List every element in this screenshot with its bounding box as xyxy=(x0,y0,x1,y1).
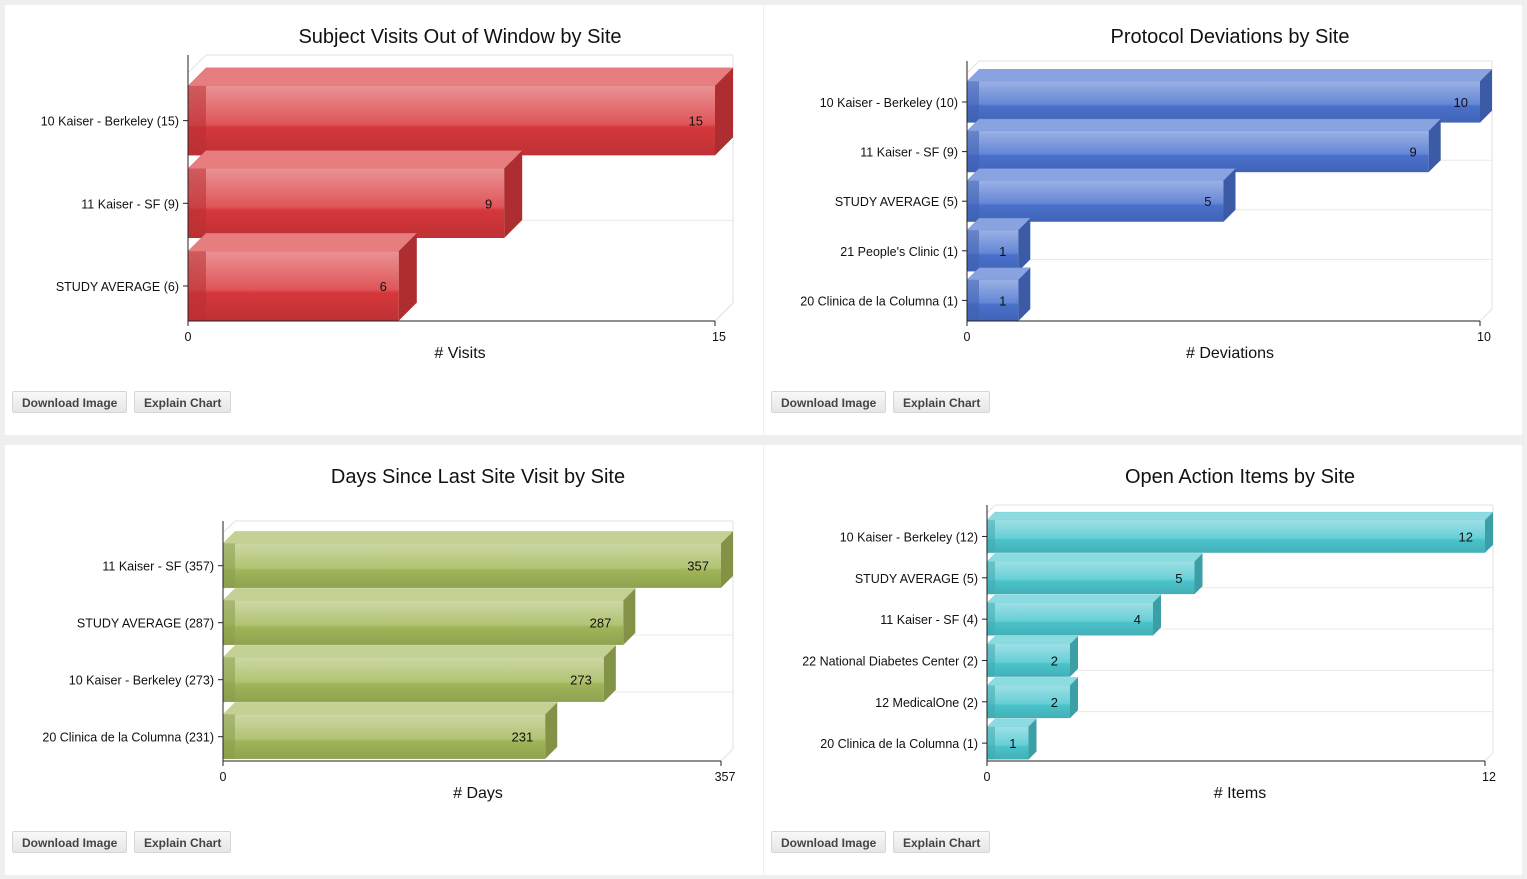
bar[interactable] xyxy=(222,588,636,645)
bar[interactable] xyxy=(222,531,734,588)
axes xyxy=(962,61,1481,326)
category-label: 20 Clinica de la Columna (1) xyxy=(820,737,978,751)
category-label: 12 MedicalOne (2) xyxy=(875,696,978,710)
x-axis-label: # Deviations xyxy=(1186,345,1274,362)
category-label: 10 Kaiser - Berkeley (15) xyxy=(41,115,179,129)
category-label: 20 Clinica de la Columna (231) xyxy=(42,731,214,745)
x-axis-label: # Visits xyxy=(434,345,485,362)
data-label: 231 xyxy=(512,730,534,745)
bar[interactable] xyxy=(966,69,1493,123)
category-label: STUDY AVERAGE (287) xyxy=(77,617,214,631)
bar[interactable] xyxy=(986,635,1079,677)
explain-chart-button[interactable]: Explain Chart xyxy=(893,391,991,413)
tick-label: 10 xyxy=(1477,330,1491,344)
tick-label: 12 xyxy=(1482,770,1496,784)
download-image-button[interactable]: Download Image xyxy=(12,831,128,853)
category-label: 10 Kaiser - Berkeley (12) xyxy=(840,530,978,544)
data-label: 287 xyxy=(590,616,612,631)
download-image-button[interactable]: Download Image xyxy=(771,831,887,853)
category-label: 21 People's Clinic (1) xyxy=(840,245,958,259)
data-label: 1 xyxy=(999,244,1006,259)
chart-panel-visits-out-of-window: Subject Visits Out of Window by Site 15 10… xyxy=(5,5,763,435)
category-label: STUDY AVERAGE (5) xyxy=(855,572,978,586)
category-label: 11 Kaiser - SF (9) xyxy=(860,146,958,160)
data-label: 1 xyxy=(1009,736,1016,751)
bar[interactable] xyxy=(986,594,1162,636)
category-label: 10 Kaiser - Berkeley (10) xyxy=(820,96,958,110)
category-label: 11 Kaiser - SF (9) xyxy=(81,197,179,211)
bar[interactable] xyxy=(986,511,1494,553)
axes xyxy=(218,521,722,766)
bar[interactable] xyxy=(966,168,1237,222)
data-label: 6 xyxy=(380,279,387,294)
bar[interactable] xyxy=(966,217,1031,272)
bar[interactable] xyxy=(966,267,1031,321)
x-axis-label: # Items xyxy=(1214,785,1266,802)
explain-chart-button[interactable]: Explain Chart xyxy=(893,831,991,853)
bar[interactable] xyxy=(986,553,1204,595)
tick-label: 0 xyxy=(220,770,227,784)
chart-days-since-last-visit: Days Since Last Site Visit by Site 357 11 … xyxy=(42,466,736,802)
chart-title: Protocol Deviations by Site xyxy=(1110,26,1349,48)
bar[interactable] xyxy=(222,702,558,759)
bar[interactable] xyxy=(187,232,418,321)
tick-label: 357 xyxy=(715,770,736,784)
category-label: 10 Kaiser - Berkeley (273) xyxy=(69,674,214,688)
data-label: 12 xyxy=(1459,529,1473,544)
bar[interactable] xyxy=(966,118,1442,173)
explain-chart-button[interactable]: Explain Chart xyxy=(134,831,232,853)
bar[interactable] xyxy=(986,677,1079,719)
download-image-button[interactable]: Download Image xyxy=(771,391,887,413)
category-label: 11 Kaiser - SF (4) xyxy=(880,613,978,627)
data-label: 4 xyxy=(1134,612,1141,627)
data-label: 2 xyxy=(1051,695,1058,710)
data-label: 9 xyxy=(1409,145,1416,160)
download-image-button[interactable]: Download Image xyxy=(12,391,128,413)
tick-label: 0 xyxy=(185,330,192,344)
data-label: 10 xyxy=(1454,95,1468,110)
data-label: 5 xyxy=(1175,571,1182,586)
chart-title: Days Since Last Site Visit by Site xyxy=(331,466,625,488)
axes xyxy=(982,505,1486,766)
bar[interactable] xyxy=(187,150,523,239)
axes xyxy=(183,55,716,326)
category-label: 20 Clinica de la Columna (1) xyxy=(800,294,958,308)
tick-label: 0 xyxy=(984,770,991,784)
tick-label: 15 xyxy=(712,330,726,344)
chart-title: Subject Visits Out of Window by Site xyxy=(298,26,621,48)
chart-panel-open-action-items: Open Action Items by Site 12 10 Kaiser - B… xyxy=(764,445,1522,875)
chart-panel-protocol-deviations: Protocol Deviations by Site 10 10 Kaiser -… xyxy=(764,5,1522,435)
explain-chart-button[interactable]: Explain Chart xyxy=(134,391,232,413)
data-label: 15 xyxy=(689,114,703,129)
data-label: 2 xyxy=(1051,653,1058,668)
category-label: 22 National Diabetes Center (2) xyxy=(802,654,978,668)
chart-title: Open Action Items by Site xyxy=(1125,466,1355,488)
chart-visits-out-of-window: Subject Visits Out of Window by Site 15 10… xyxy=(41,26,734,362)
category-label: 11 Kaiser - SF (357) xyxy=(102,560,214,574)
data-label: 9 xyxy=(485,196,492,211)
bar[interactable] xyxy=(986,718,1038,760)
data-label: 357 xyxy=(687,559,709,574)
tick-label: 0 xyxy=(964,330,971,344)
data-label: 273 xyxy=(570,673,592,688)
x-axis-label: # Days xyxy=(453,785,503,802)
chart-panel-days-since-last-visit: Days Since Last Site Visit by Site 357 11 … xyxy=(5,445,763,875)
data-label: 1 xyxy=(999,293,1006,308)
bar[interactable] xyxy=(222,645,617,702)
data-label: 5 xyxy=(1204,194,1211,209)
category-label: STUDY AVERAGE (5) xyxy=(835,195,958,209)
bar[interactable] xyxy=(187,67,734,156)
category-label: STUDY AVERAGE (6) xyxy=(56,280,179,294)
